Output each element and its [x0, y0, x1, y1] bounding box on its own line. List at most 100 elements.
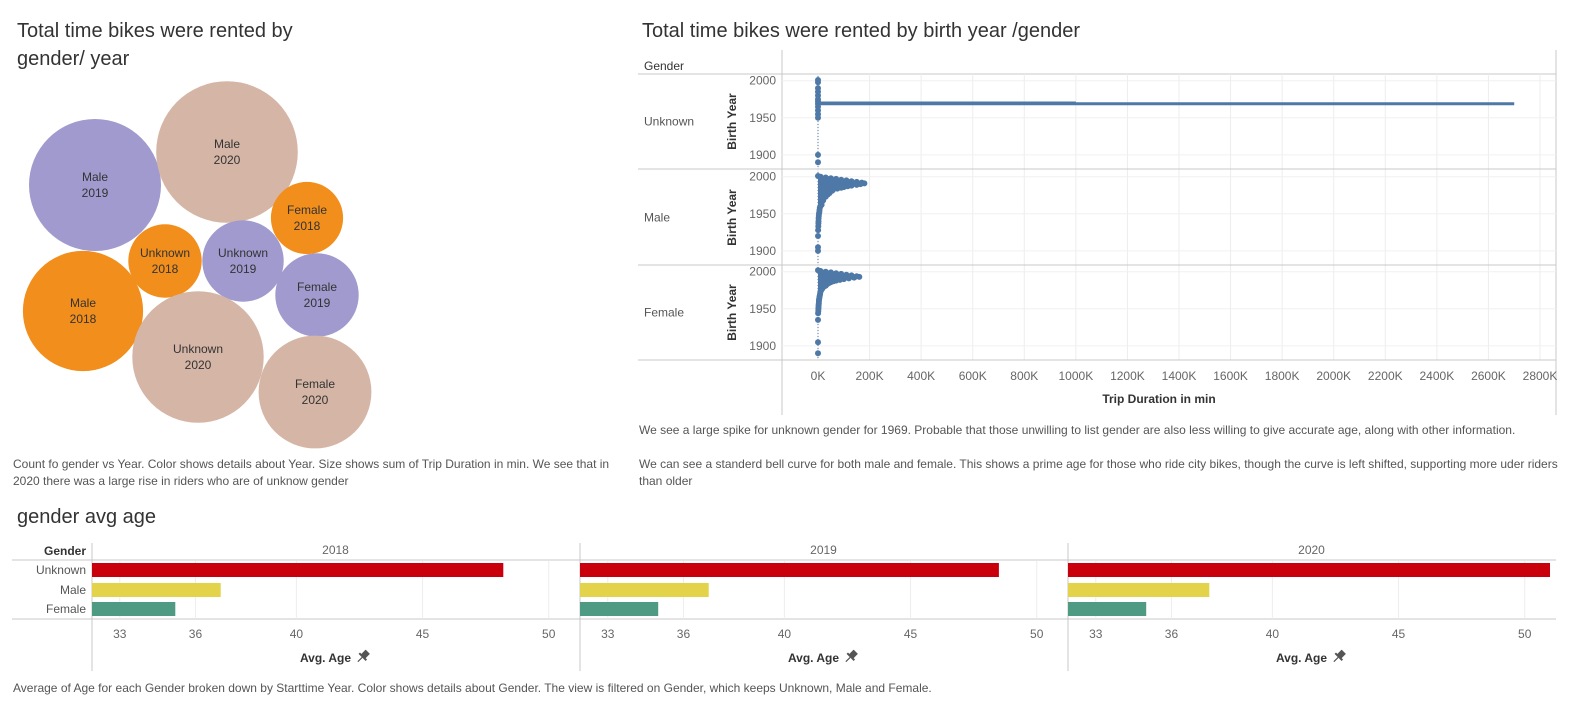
x-tick-label: 50 — [1030, 627, 1044, 641]
x-tick-label: 33 — [601, 627, 615, 641]
bubble-circle — [132, 291, 264, 423]
bar-male — [1068, 583, 1210, 597]
y-tick-label: 1950 — [749, 302, 776, 316]
x-tick-label: 2600K — [1471, 369, 1506, 383]
x-tick-label: 600K — [959, 369, 987, 383]
y-tick-label: 2000 — [749, 74, 776, 88]
scatter-point — [815, 159, 821, 166]
pin-icon[interactable] — [354, 648, 371, 665]
y-tick-label: 1900 — [749, 244, 776, 258]
bubble-gender-label: Male — [214, 137, 240, 151]
scatter-panel-unknown: Unknown Birth Year 1900 1950 2000 — [638, 74, 1556, 170]
x-tick-label: 1800K — [1265, 369, 1300, 383]
bubble-circle — [29, 119, 161, 251]
scatter-panel-female: Female Birth Year 1900 1950 2000 — [638, 265, 1556, 361]
x-axis-title: Avg. Age — [1276, 651, 1327, 665]
bubble-year-label: 2020 — [302, 393, 329, 407]
x-tick-label: 36 — [1165, 627, 1179, 641]
x-tick-label: 45 — [904, 627, 918, 641]
bar-male — [580, 583, 709, 597]
scatter-point — [815, 151, 821, 158]
x-axis-title: Avg. Age — [788, 651, 839, 665]
bar-unknown — [1068, 563, 1550, 577]
y-tick-label: 1950 — [749, 207, 776, 221]
pin-icon[interactable] — [842, 648, 859, 665]
scatter-chart: Gender 0K 200K 400K 600K 800K 1000K 1200K 1400K 1… — [638, 50, 1557, 415]
bubble-chart-caption: Count fo gender vs Year. Color shows det… — [13, 457, 610, 488]
x-tick-label: 1200K — [1110, 369, 1145, 383]
pin-base — [358, 652, 368, 661]
bubble-gender-label: Female — [287, 203, 327, 217]
bar-row-label-unknown: Unknown — [36, 563, 86, 577]
bubble-year-label: 2019 — [230, 262, 257, 276]
bubble-gender-label: Unknown — [173, 342, 223, 356]
bar-row-label-male: Male — [60, 583, 86, 597]
scatter-panel-male: Male Birth Year 1900 1950 2000 — [638, 170, 1556, 266]
scatter-point — [815, 316, 821, 323]
x-tick-label: 50 — [542, 627, 556, 641]
scatter-chart-title: Total time bikes were rented by birth ye… — [642, 20, 1080, 42]
x-tick-label: 36 — [677, 627, 691, 641]
scatter-point — [845, 275, 852, 282]
x-tick-label: 33 — [1089, 627, 1103, 641]
year-header: 2019 — [810, 543, 837, 557]
bubble-female-2020: Female 2020 — [258, 335, 372, 449]
scatter-point — [853, 181, 860, 188]
scatter-chart-caption-1: We see a large spike for unknown gender … — [639, 423, 1516, 437]
y-tick-label: 1900 — [749, 148, 776, 162]
x-tick-label: 2200K — [1368, 369, 1403, 383]
pin-needle — [1333, 656, 1339, 663]
pin-icon[interactable] — [1330, 648, 1347, 665]
x-tick-label: 2400K — [1420, 369, 1455, 383]
y-tick-label: 2000 — [749, 170, 776, 184]
pin-base — [1334, 652, 1344, 661]
bubble-year-label: 2020 — [214, 153, 241, 167]
bubble-gender-label: Male — [82, 170, 108, 184]
x-tick-label: 40 — [290, 627, 304, 641]
y-axis-title: Birth Year — [725, 189, 739, 246]
y-tick-label: 1950 — [749, 111, 776, 125]
x-tick-label: 40 — [778, 627, 792, 641]
bar-panel-2020: 2020 33 36 40 45 50 Avg. Age — [1067, 543, 1550, 671]
gender-row-header: Gender — [644, 59, 684, 73]
bubble-unknown-2019: Unknown 2019 — [202, 220, 284, 302]
x-tick-label: 1000K — [1059, 369, 1094, 383]
bubble-unknown-2018: Unknown 2018 — [128, 224, 202, 298]
gender-row-label: Female — [644, 306, 684, 320]
x-tick-label: 45 — [1392, 627, 1406, 641]
x-tick-label: 33 — [113, 627, 127, 641]
bar-row-label-female: Female — [46, 602, 86, 616]
bar-unknown — [580, 563, 999, 577]
bubble-gender-label: Male — [70, 296, 96, 310]
bar-female — [580, 602, 659, 616]
bubble-circle — [22, 250, 144, 372]
scatter-point — [815, 350, 821, 357]
bubble-chart-title: Total time bikes were rented by gender/ … — [17, 20, 293, 70]
bar-male — [92, 583, 221, 597]
year-header: 2018 — [322, 543, 349, 557]
y-tick-label: 2000 — [749, 265, 776, 279]
scatter-point — [815, 233, 821, 239]
x-axis-title: Trip Duration in min — [1102, 392, 1215, 406]
x-tick-label: 200K — [856, 369, 884, 383]
bubble-female-2019: Female 2019 — [275, 253, 359, 337]
x-tick-label: 36 — [189, 627, 203, 641]
year-header: 2020 — [1298, 543, 1325, 557]
bubble-gender-label: Unknown — [140, 246, 190, 260]
bar-female — [92, 602, 176, 616]
bubble-female-2018: Female 2018 — [270, 181, 344, 255]
x-tick-label: 45 — [416, 627, 430, 641]
bubble-circle — [202, 220, 284, 302]
bar-unknown — [92, 563, 504, 577]
bubble-year-label: 2018 — [152, 262, 179, 276]
x-tick-label: 50 — [1518, 627, 1532, 641]
x-tick-label: 400K — [907, 369, 935, 383]
bubble-circle — [128, 224, 202, 298]
gender-row-header: Gender — [44, 544, 86, 558]
bar-chart-title: gender avg age — [17, 506, 157, 528]
pin-needle — [357, 656, 363, 663]
x-tick-label: 0K — [811, 369, 826, 383]
bubble-chart: Male2019Male2020Female2018Unknown2018Unk… — [22, 81, 372, 449]
bubble-year-label: 2018 — [70, 312, 97, 326]
x-tick-label: 40 — [1266, 627, 1280, 641]
